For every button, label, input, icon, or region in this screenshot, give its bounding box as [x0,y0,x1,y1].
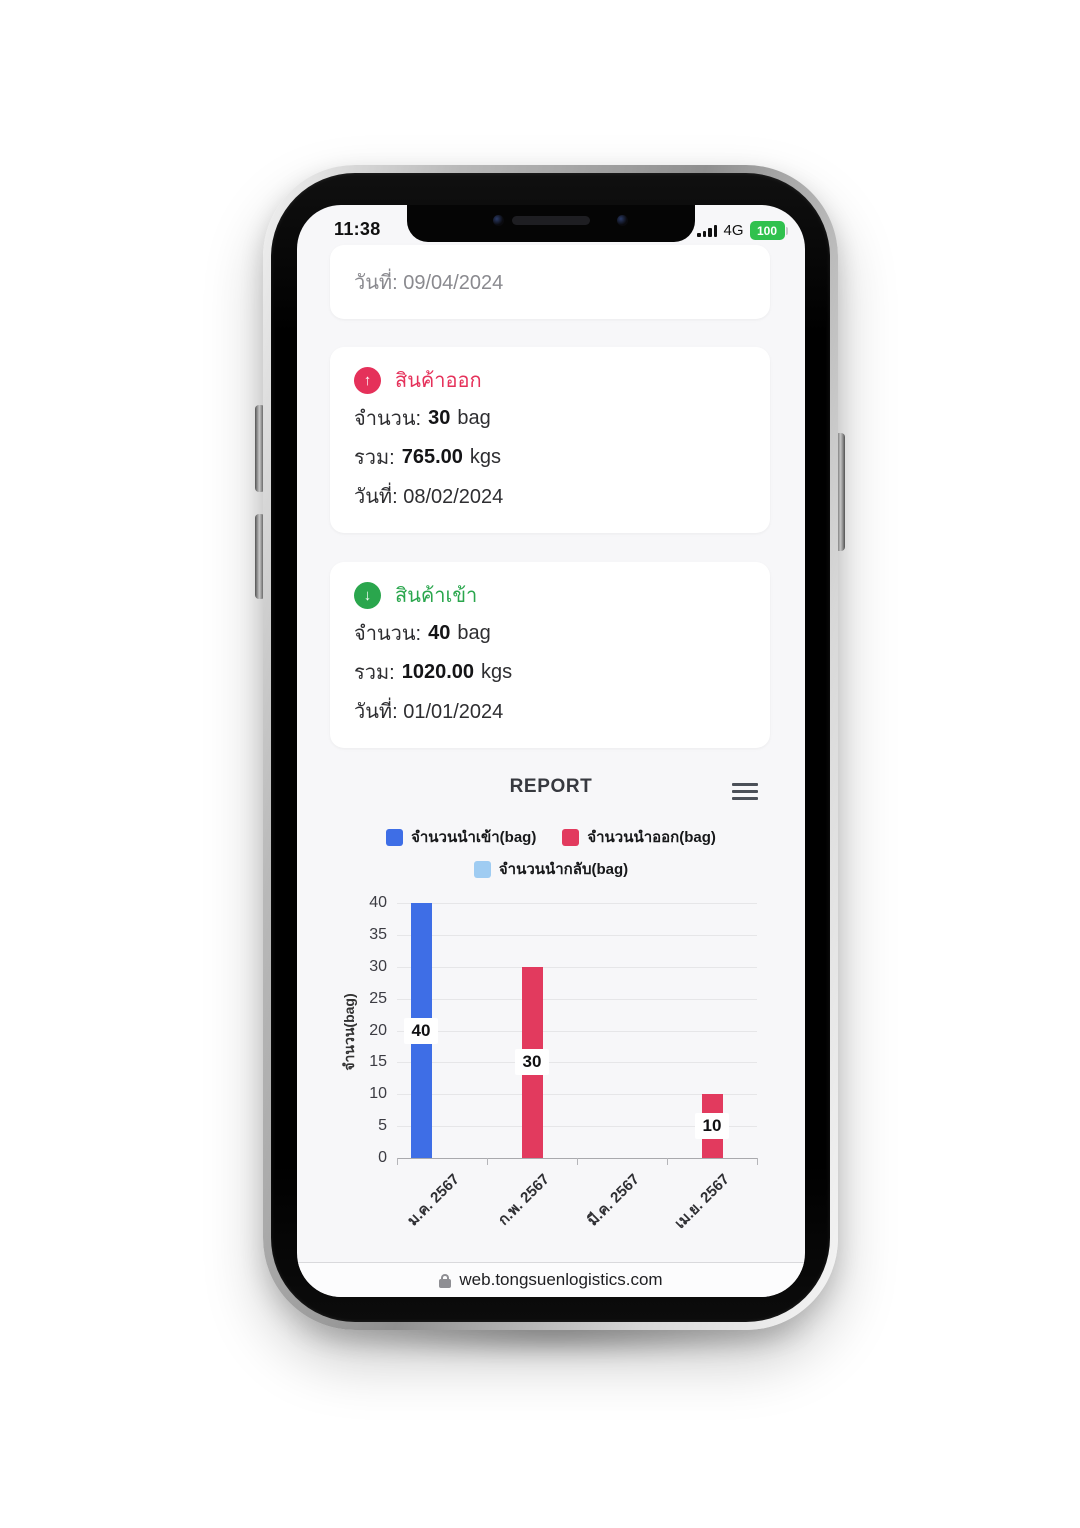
volume-up-button [255,405,265,492]
bar-value-label: 10 [695,1113,729,1140]
battery-icon: 100 [749,221,788,240]
chart-y-axis: 0 5 10 15 20 25 30 35 40 [297,894,392,1166]
total-line: รวม: 1020.00 kgs [354,658,512,686]
card-header: ↓ สินค้าเข้า [354,579,477,611]
battery-percent: 100 [749,221,785,240]
legend-row: จำนวนนำเข้า(bag) จำนวนนำออก(bag) [386,825,716,849]
quantity-unit: bag [457,621,491,644]
quantity-label: จำนวน: [354,408,422,430]
total-unit: kgs [469,445,502,468]
x-axis-tick [757,1158,758,1165]
gridline [397,966,757,968]
card-date-text: วันที่: 09/04/2024 [354,272,504,294]
bar-chart: จำนวน(bag) 0 5 10 15 20 25 30 35 40 40 30 10 ม.ค. … [297,894,805,1255]
front-camera-icon [493,215,504,226]
card-date-text: วันที่: 08/02/2024 [354,486,504,508]
browser-url-bar[interactable]: web.tongsuenlogistics.com [297,1263,805,1297]
url-text: web.tongsuenlogistics.com [459,1270,663,1289]
volume-down-button [255,514,265,599]
chart-legend: จำนวนนำเข้า(bag) จำนวนนำออก(bag) จำนวนนำกล… [297,825,805,881]
legend-item[interactable]: จำนวนนำเข้า(bag) [386,825,536,849]
total-label: รวม: [354,447,395,469]
legend-label: จำนวนนำเข้า(bag) [411,829,537,846]
goods-out-card: ↑ สินค้าออก จำนวน: 30 bag รวม: 765.00 kg… [330,347,770,533]
y-tick-label: 10 [369,1085,387,1103]
quantity-label: จำนวน: [354,623,422,645]
card-date-text: วันที่: 01/01/2024 [354,701,504,723]
x-axis-tick [577,1158,578,1165]
legend-swatch [562,828,580,846]
total-label: รวม: [354,662,395,684]
card-title: สินค้าเข้า [395,585,478,607]
arrow-up-circle-icon: ↑ [354,366,381,394]
card-title: สินค้าออก [395,370,482,392]
gridline [397,903,757,904]
gridline [397,998,757,1000]
signal-bars-icon [697,224,718,237]
y-tick-label: 0 [378,1149,387,1166]
total-value: 765.00 [401,445,463,468]
y-tick-label: 15 [369,1053,387,1071]
y-tick-label: 5 [378,1117,387,1135]
quantity-line: จำนวน: 40 bag [354,619,491,647]
chart-plot: 40 30 10 [397,903,758,1165]
total-unit: kgs [481,660,513,683]
legend-row: จำนวนนำกลับ(bag) [473,857,629,881]
status-bar-right-cluster: 4G 100 [697,221,788,240]
legend-label: จำนวนนำกลับ(bag) [498,861,629,878]
goods-in-card: ↓ สินค้าเข้า จำนวน: 40 bag รวม: 1020.00 … [330,562,770,748]
y-tick-label: 40 [369,894,387,911]
legend-item[interactable]: จำนวนนำออก(bag) [562,825,716,849]
y-tick-label: 30 [369,957,387,975]
status-bar-time: 11:38 [334,219,381,239]
phone-screen: 11:38 4G 100 วันที่: 09/04/2024 ↑ สินค้า… [297,205,805,1297]
total-line: รวม: 765.00 kgs [354,443,501,471]
lock-icon [439,1274,452,1288]
date-summary-card: วันที่: 09/04/2024 [330,245,770,319]
report-section-title: REPORT [509,776,593,797]
gridline [397,1094,757,1096]
legend-item[interactable]: จำนวนนำกลับ(bag) [473,857,629,881]
power-button [835,433,845,551]
network-type-label: 4G [723,222,744,239]
bar-value-label: 40 [404,1017,438,1044]
hamburger-menu-icon[interactable] [732,783,758,804]
y-tick-label: 20 [369,1021,387,1039]
quantity-line: จำนวน: 30 bag [354,404,491,432]
url-bar-divider [297,1262,805,1263]
quantity-value: 40 [428,621,451,644]
legend-swatch [473,860,491,878]
card-header: ↑ สินค้าออก [354,364,482,396]
quantity-unit: bag [457,406,491,429]
x-axis-tick [667,1158,668,1165]
speaker-grille [512,216,590,225]
ambient-sensor-icon [617,215,628,226]
bar-value-label: 30 [515,1049,549,1076]
x-axis-tick [397,1158,398,1165]
gridline [397,1126,757,1128]
legend-swatch [386,828,404,846]
gridline [397,1062,757,1064]
total-value: 1020.00 [401,660,475,683]
y-tick-label: 35 [369,925,387,943]
y-tick-label: 25 [369,989,387,1007]
notch [407,205,695,242]
arrow-down-circle-icon: ↓ [354,581,381,609]
gridline [397,1030,757,1032]
legend-label: จำนวนนำออก(bag) [587,829,716,846]
quantity-value: 30 [428,406,451,429]
battery-nub [785,226,788,235]
gridline [397,934,757,936]
x-axis-tick [487,1158,488,1165]
